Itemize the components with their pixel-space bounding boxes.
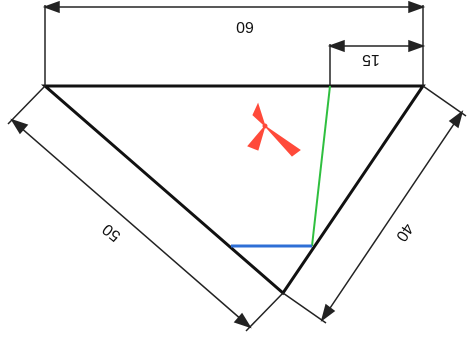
dimension-top-label: 60 bbox=[236, 18, 254, 35]
dimension-offset-label: 15 bbox=[362, 51, 380, 68]
triangle-outline bbox=[40, 84, 426, 296]
green-line bbox=[311, 85, 331, 247]
dimension-offset bbox=[327, 39, 426, 86]
dimension-right bbox=[282, 85, 467, 324]
dimension-top bbox=[42, 0, 426, 86]
dimension-left bbox=[7, 85, 284, 332]
red-tri-arrow-symbol bbox=[247, 102, 301, 157]
dimension-left-label: 50 bbox=[99, 220, 124, 244]
dimension-right-label: 40 bbox=[392, 220, 416, 244]
